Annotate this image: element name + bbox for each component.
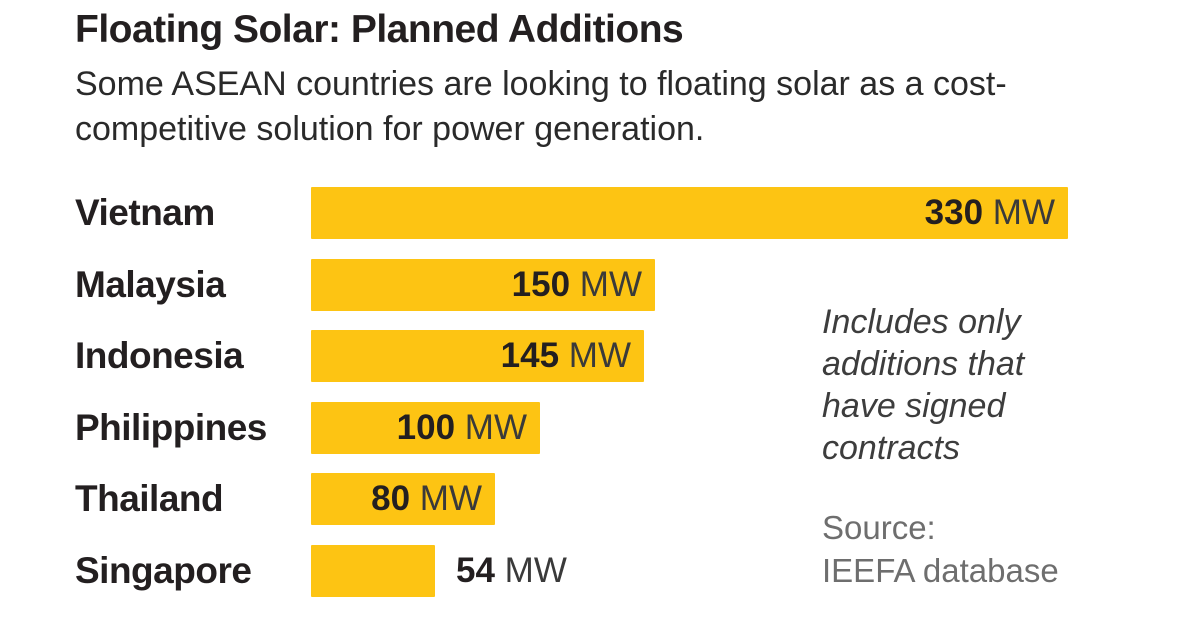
bar-chart: Vietnam 330 MW Malaysia 150 MW Indonesia 145 … — [75, 187, 1075, 616]
value-unit: MW — [494, 550, 567, 590]
country-label: Philippines — [75, 406, 267, 448]
value-number: 100 — [396, 407, 456, 447]
bar-area: 145 MW — [311, 330, 1075, 382]
value-unit: MW — [983, 193, 1055, 232]
bar: 100 MW — [311, 401, 540, 454]
value-unit: MW — [455, 407, 527, 447]
bar: 80 MW — [311, 473, 495, 525]
chart-row: Philippines 100 MW — [75, 401, 1075, 454]
chart-row: Singapore 54 MW — [75, 544, 1075, 597]
country-label: Thailand — [75, 478, 224, 519]
value-unit: MW — [559, 336, 631, 375]
source-prefix: Source: — [822, 509, 936, 546]
value-label: 54 MW — [456, 551, 567, 591]
bar: 150 MW — [311, 258, 655, 311]
value-label: 100 MW — [397, 408, 527, 448]
value-number: 330 — [924, 193, 984, 232]
country-label: Vietnam — [75, 192, 215, 233]
value-label: 80 MW — [371, 479, 482, 519]
bar-area: 100 MW — [311, 401, 1075, 454]
chart-row: Thailand 80 MW — [75, 473, 1075, 525]
source-label: Source: IEEFA database — [822, 506, 1059, 592]
value-unit: MW — [410, 479, 482, 518]
value-label: 330 MW — [925, 193, 1055, 233]
chart-subtitle: Some ASEAN countries are looking to floa… — [75, 65, 1007, 148]
country-label: Indonesia — [75, 335, 244, 376]
chart-title: Floating Solar: Planned Additions — [75, 8, 684, 51]
value-number: 145 — [500, 336, 560, 375]
bar-area: 54 MW — [311, 544, 1075, 597]
value-unit: MW — [570, 264, 642, 304]
value-label: 145 MW — [501, 336, 631, 376]
bar — [311, 544, 435, 597]
bar: 330 MW — [311, 187, 1068, 239]
value-label: 150 MW — [512, 265, 642, 305]
value-number: 54 — [456, 550, 495, 590]
value-number: 80 — [371, 479, 411, 518]
chart-note: Includes only additions that have signed… — [822, 303, 1025, 467]
country-label: Singapore — [75, 549, 252, 591]
bar: 145 MW — [311, 330, 644, 382]
bar-area: 80 MW — [311, 473, 1075, 525]
value-number: 150 — [511, 264, 571, 304]
bar-area: 330 MW — [311, 187, 1075, 239]
chart-row: Indonesia 145 MW — [75, 330, 1075, 382]
bar-area: 150 MW — [311, 258, 1075, 311]
country-label: Malaysia — [75, 263, 226, 305]
chart-row: Malaysia 150 MW — [75, 258, 1075, 311]
source-name: IEEFA database — [822, 552, 1059, 589]
chart-row: Vietnam 330 MW — [75, 187, 1075, 239]
